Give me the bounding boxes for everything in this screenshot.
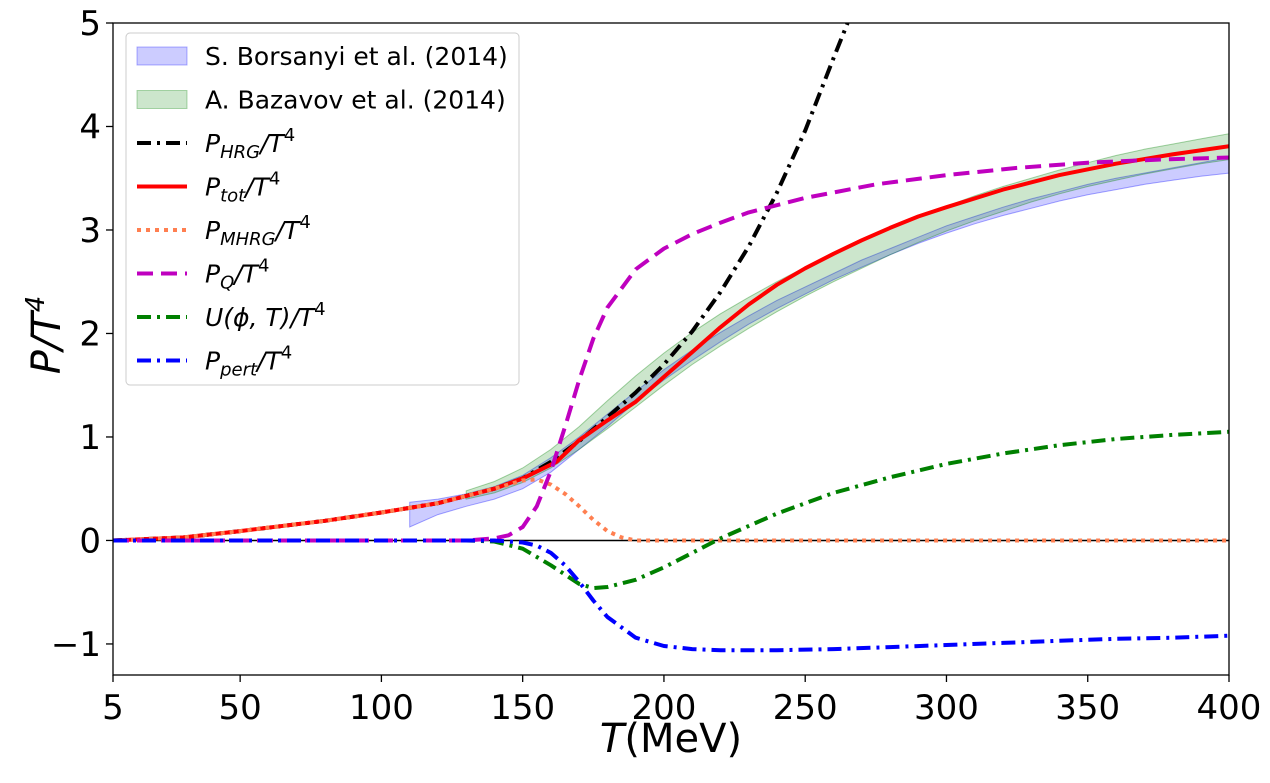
legend-box bbox=[125, 32, 520, 386]
y-tick-label: 5 bbox=[79, 4, 101, 44]
x-tick-label: 100 bbox=[349, 688, 414, 728]
legend-label: PQ/T4 bbox=[205, 256, 269, 294]
y-tick-label: 2 bbox=[79, 314, 101, 354]
series-layer bbox=[113, 23, 1229, 653]
legend-item-u-t-t-4: U(ϕ, T)/T4 bbox=[137, 299, 326, 332]
x-tick-label: 5 bbox=[102, 688, 124, 728]
legend: S. Borsanyi et al. (2014) A. Bazavov et a… bbox=[125, 32, 520, 386]
legend-label: PMHRG/T4 bbox=[205, 212, 311, 250]
band-a-bazavov-et-al-2014 bbox=[465, 133, 1229, 500]
legend-item-p-hrg-t-4: PHRG/T4 bbox=[137, 125, 295, 163]
legend-item-a-bazavov-et-al-2014: A. Bazavov et al. (2014) bbox=[136, 86, 506, 115]
x-axis-title-variable: T bbox=[600, 716, 628, 762]
series-u-t-t-4 bbox=[113, 429, 1229, 591]
legend-item-p-tot-t-4: Ptot/T4 bbox=[137, 169, 280, 207]
series-p-pert-t-4 bbox=[113, 538, 1229, 653]
y-tick-label: 0 bbox=[79, 521, 101, 561]
y-tick-label: 3 bbox=[79, 211, 101, 251]
y-tick-label: 1 bbox=[79, 418, 101, 458]
x-tick-label: 300 bbox=[914, 688, 979, 728]
legend-label: Ppert/T4 bbox=[205, 343, 292, 381]
x-tick-label: 200 bbox=[631, 688, 696, 728]
y-tick-label: 4 bbox=[79, 107, 101, 147]
x-tick-label: 400 bbox=[1197, 688, 1262, 728]
y-tick-label: −1 bbox=[51, 625, 101, 665]
legend-item-p-pert-t-4: Ppert/T4 bbox=[137, 343, 292, 381]
legend-label: A. Bazavov et al. (2014) bbox=[205, 86, 506, 115]
legend-label: S. Borsanyi et al. (2014) bbox=[205, 42, 508, 71]
ticks-layer: 5 50 100 150 200 250 300 350 400 −1 0 1 2 3 4 5 bbox=[51, 4, 1262, 728]
legend-swatch bbox=[136, 90, 188, 109]
legend-label: U(ϕ, T)/T4 bbox=[205, 299, 326, 332]
x-tick-label: 150 bbox=[490, 688, 555, 728]
y-axis-title-main: P/T bbox=[24, 309, 70, 375]
legend-label: Ptot/T4 bbox=[205, 169, 280, 207]
y-axis-title-superscript: 4 bbox=[21, 296, 51, 313]
legend-item-s-borsanyi-et-al-2014: S. Borsanyi et al. (2014) bbox=[136, 42, 508, 71]
legend-item-p-q-t-4: PQ/T4 bbox=[137, 256, 269, 294]
x-tick-label: 350 bbox=[1055, 688, 1120, 728]
x-axis-title-unit: (MeV) bbox=[624, 716, 742, 762]
series-p-mhrg-t-4 bbox=[113, 477, 1229, 543]
series-p-q-t-4 bbox=[113, 155, 1229, 543]
legend-label: PHRG/T4 bbox=[205, 125, 295, 163]
y-axis-title: P/T4 bbox=[21, 296, 70, 375]
legend-item-p-mhrg-t-4: PMHRG/T4 bbox=[137, 212, 311, 250]
x-axis-title: T(MeV) bbox=[600, 716, 742, 762]
x-tick-label: 250 bbox=[773, 688, 838, 728]
plot-frame bbox=[112, 22, 1230, 676]
x-tick-label: 50 bbox=[219, 688, 262, 728]
legend-swatch bbox=[136, 46, 188, 66]
